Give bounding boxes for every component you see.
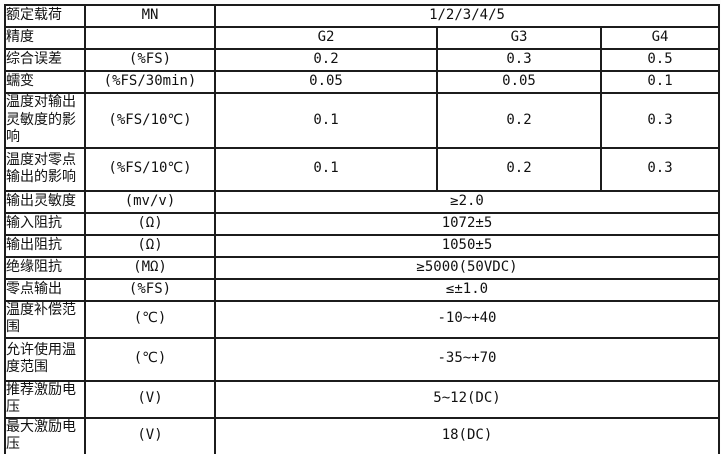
row-value-g2: 0.2: [214, 48, 438, 72]
table-row-rated-load: 额定载荷 MN 1/2/3/4/5: [4, 4, 720, 28]
table-row-recommended-excitation: 推荐激励电压 (V) 5~12(DC): [4, 379, 720, 419]
row-value-g4: 0.1: [600, 70, 720, 94]
row-value: 18(DC): [214, 416, 720, 454]
row-label: 额定载荷: [4, 4, 86, 28]
row-unit: (%FS/30min): [84, 70, 216, 94]
row-label: 蠕变: [4, 70, 86, 94]
row-value: ≥5000(50VDC): [214, 255, 720, 280]
table-row-combined-error: 综合误差 (%FS) 0.2 0.3 0.5: [4, 48, 720, 72]
row-value-g3: 0.2: [436, 146, 602, 192]
row-label: 零点输出: [4, 277, 86, 302]
row-value-g2: 0.05: [214, 70, 438, 94]
row-value-g4: 0.3: [600, 92, 720, 149]
row-value: 1/2/3/4/5: [214, 4, 720, 28]
row-value: ≥2.0: [214, 189, 720, 214]
row-value: -35~+70: [214, 336, 720, 382]
row-value-g2: 0.1: [214, 92, 438, 149]
row-label: 输出灵敏度: [4, 189, 86, 214]
row-unit: (℃): [84, 336, 216, 382]
row-unit: (℃): [84, 299, 216, 339]
row-value: ≤±1.0: [214, 277, 720, 302]
row-value-g4: 0.5: [600, 48, 720, 72]
table-row-operating-temp-range: 允许使用温度范围 (℃) -35~+70: [4, 336, 720, 382]
row-value-g4: G4: [600, 26, 720, 50]
row-label: 推荐激励电压: [4, 379, 86, 419]
row-label: 允许使用温度范围: [4, 336, 86, 382]
row-unit: MN: [84, 4, 216, 28]
row-value-g2: 0.1: [214, 146, 438, 192]
table-row-temp-effect-zero: 温度对零点输出的影响 (%FS/10℃) 0.1 0.2 0.3: [4, 146, 720, 192]
row-unit: (V): [84, 379, 216, 419]
row-value-g3: G3: [436, 26, 602, 50]
row-label: 温度补偿范围: [4, 299, 86, 339]
row-value-g3: 0.3: [436, 48, 602, 72]
row-label: 输出阻抗: [4, 233, 86, 258]
row-value-g3: 0.2: [436, 92, 602, 149]
row-unit: (V): [84, 416, 216, 454]
table-row-insulation-impedance: 绝缘阻抗 (MΩ) ≥5000(50VDC): [4, 255, 720, 280]
row-label: 最大激励电压: [4, 416, 86, 454]
row-value: -10~+40: [214, 299, 720, 339]
row-value: 1050±5: [214, 233, 720, 258]
row-value-g4: 0.3: [600, 146, 720, 192]
row-unit: [84, 26, 216, 50]
table-row-zero-output: 零点输出 (%FS) ≤±1.0: [4, 277, 720, 302]
table-row-temp-effect-sensitivity: 温度对输出灵敏度的影响 (%FS/10℃) 0.1 0.2 0.3: [4, 92, 720, 149]
row-unit: (%FS): [84, 48, 216, 72]
row-label: 精度: [4, 26, 86, 50]
row-value: 1072±5: [214, 211, 720, 236]
row-label: 综合误差: [4, 48, 86, 72]
row-label: 温度对零点输出的影响: [4, 146, 86, 192]
table-row-max-excitation: 最大激励电压 (V) 18(DC): [4, 416, 720, 454]
row-unit: (%FS/10℃): [84, 92, 216, 149]
row-value-g3: 0.05: [436, 70, 602, 94]
table-row-accuracy-grade: 精度 G2 G3 G4: [4, 26, 720, 50]
row-unit: (%FS/10℃): [84, 146, 216, 192]
row-unit: (Ω): [84, 233, 216, 258]
table-row-temp-compensation-range: 温度补偿范围 (℃) -10~+40: [4, 299, 720, 339]
table-row-creep: 蠕变 (%FS/30min) 0.05 0.05 0.1: [4, 70, 720, 94]
table-row-output-impedance: 输出阻抗 (Ω) 1050±5: [4, 233, 720, 258]
row-value: 5~12(DC): [214, 379, 720, 419]
row-unit: (MΩ): [84, 255, 216, 280]
row-unit: (%FS): [84, 277, 216, 302]
row-label: 输入阻抗: [4, 211, 86, 236]
row-value-g2: G2: [214, 26, 438, 50]
row-unit: (Ω): [84, 211, 216, 236]
row-label: 绝缘阻抗: [4, 255, 86, 280]
table-row-input-impedance: 输入阻抗 (Ω) 1072±5: [4, 211, 720, 236]
load-cell-spec-table: 额定载荷 MN 1/2/3/4/5 精度 G2 G3 G4 综合误差 (%FS)…: [4, 4, 720, 454]
row-unit: (mv/v): [84, 189, 216, 214]
table-row-output-sensitivity: 输出灵敏度 (mv/v) ≥2.0: [4, 189, 720, 214]
row-label: 温度对输出灵敏度的影响: [4, 92, 86, 149]
